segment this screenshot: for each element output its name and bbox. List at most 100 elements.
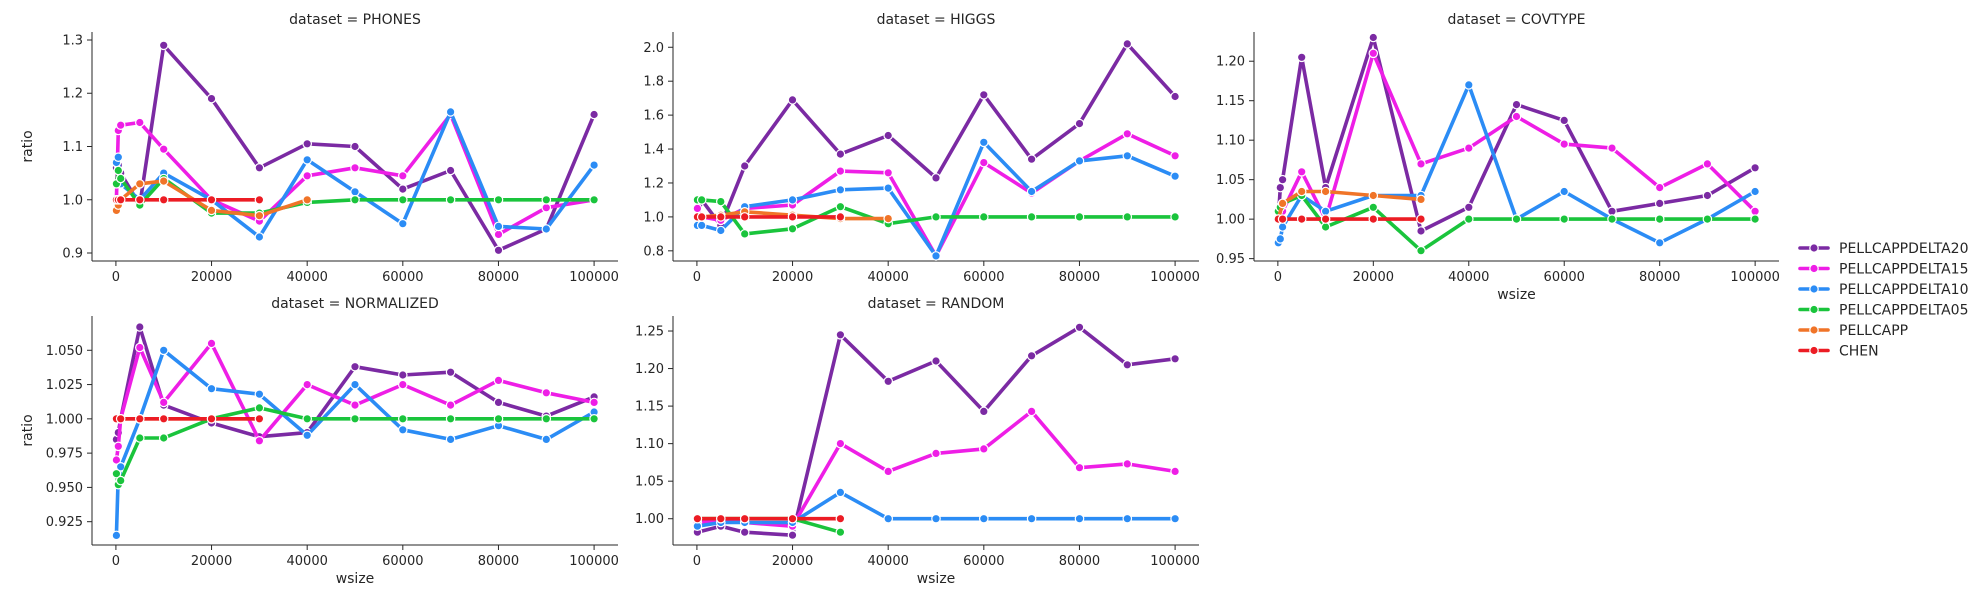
data-point (493, 245, 504, 256)
y-tick-label: 1.025 (46, 378, 83, 393)
data-point (1122, 212, 1133, 222)
data-point (254, 413, 265, 424)
x-tick-label: 20000 (772, 270, 813, 285)
data-point (158, 40, 169, 51)
data-point (206, 413, 217, 424)
data-point (883, 466, 893, 477)
y-tick-label: 1.10 (635, 437, 664, 452)
data-point (1296, 167, 1307, 177)
data-point (883, 130, 893, 141)
data-point (1296, 186, 1307, 197)
data-point (1074, 118, 1085, 129)
data-point (135, 322, 145, 332)
data-point (1296, 52, 1307, 63)
data-point (696, 220, 707, 231)
data-point (115, 120, 126, 130)
data-point (1026, 212, 1037, 222)
y-tick-label: 0.8 (643, 244, 664, 259)
x-tick-label: 0 (1274, 270, 1282, 285)
data-point (1026, 513, 1037, 524)
data-point (493, 195, 504, 205)
data-point (1170, 91, 1180, 102)
x-tick-label: 80000 (1639, 270, 1680, 285)
data-point (883, 376, 893, 387)
data-point (1750, 206, 1760, 217)
data-point (835, 149, 846, 159)
data-point (1122, 129, 1133, 139)
data-point (1074, 212, 1085, 222)
data-point (254, 163, 265, 173)
data-point (715, 225, 726, 236)
y-axis-label: ratio (20, 130, 36, 162)
data-point (541, 195, 552, 205)
data-point (931, 173, 941, 183)
y-tick-label: 0.95 (1216, 252, 1245, 267)
data-point (158, 397, 169, 408)
data-point (397, 379, 408, 390)
data-point (835, 527, 846, 537)
data-point (978, 157, 989, 168)
data-point (1559, 186, 1569, 197)
series-chen (1273, 214, 1426, 224)
data-point (589, 413, 599, 424)
data-point (739, 161, 750, 171)
data-point (115, 461, 126, 472)
series-line (1276, 35, 1757, 233)
data-point (1750, 186, 1760, 197)
legend-item: PELLCAPPDELTA10 (1798, 282, 1968, 298)
legend-swatch-marker (1809, 345, 1819, 356)
data-point (739, 513, 750, 524)
data-point (978, 137, 989, 148)
x-tick-label: 100000 (569, 270, 619, 285)
data-point (1654, 238, 1665, 248)
data-point (715, 196, 726, 207)
data-point (445, 400, 456, 410)
y-tick-label: 2.0 (643, 41, 664, 56)
data-point (835, 329, 846, 340)
data-point (1320, 186, 1331, 197)
y-tick-label: 1.05 (635, 475, 664, 490)
legend-label: PELLCAPP (1839, 323, 1908, 339)
x-tick-label: 60000 (382, 554, 423, 569)
data-point (883, 183, 893, 193)
data-point (541, 202, 552, 213)
data-point (302, 195, 312, 205)
data-point (1122, 151, 1133, 161)
y-tick-label: 1.3 (62, 33, 83, 48)
data-point (931, 356, 941, 366)
panel-title: dataset = PHONES (289, 12, 421, 28)
panel-1: 0 20000 40000 60000 80000 100000 0.8 1.0 1.2 1.4 1… (643, 12, 1200, 285)
y-tick-label: 0.950 (46, 481, 83, 496)
panel-title: dataset = NORMALIZED (271, 296, 439, 312)
x-tick-label: 100000 (1150, 554, 1200, 569)
x-tick-label: 40000 (1448, 270, 1489, 285)
data-point (1074, 322, 1085, 333)
data-point (350, 361, 360, 372)
data-point (787, 530, 798, 540)
data-point (1368, 32, 1379, 43)
data-point (696, 195, 707, 205)
x-tick-label: 100000 (569, 554, 619, 569)
x-tick-label: 60000 (963, 554, 1004, 569)
data-point (1559, 115, 1569, 126)
data-point (931, 448, 941, 459)
x-tick-label: 0 (693, 270, 701, 285)
series-line (114, 112, 596, 237)
data-point (397, 218, 408, 229)
data-point (445, 434, 456, 445)
x-tick-label: 40000 (868, 554, 909, 569)
series-line (695, 132, 1177, 258)
data-point (1277, 214, 1288, 224)
x-tick-label: 0 (693, 554, 701, 569)
data-point (493, 221, 504, 232)
data-point (739, 212, 750, 222)
series-pellcappdelta20 (692, 322, 1180, 540)
data-point (541, 413, 552, 424)
data-point (350, 187, 360, 197)
data-point (254, 232, 265, 242)
series-line (114, 348, 596, 538)
data-point (135, 117, 145, 128)
y-tick-label: 1.1 (62, 140, 83, 155)
data-point (1368, 48, 1379, 59)
